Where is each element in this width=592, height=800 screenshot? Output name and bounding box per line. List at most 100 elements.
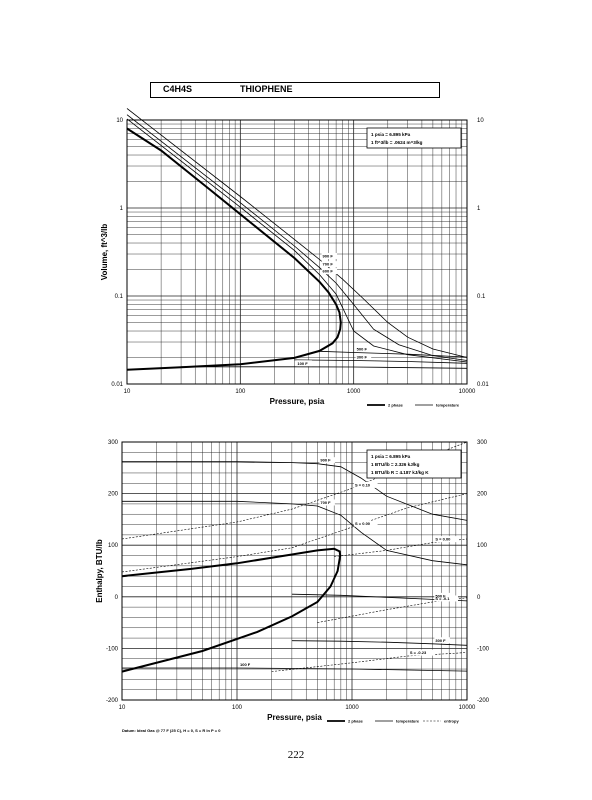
curve-label: 700 F <box>320 500 331 505</box>
compound-header-box <box>150 82 440 98</box>
isotherm-curve <box>291 640 468 646</box>
curve-label: 700 F <box>323 262 334 267</box>
y-tick-label: 100 <box>108 543 119 549</box>
y-tick-label: 300 <box>108 440 119 446</box>
units-note-line: 1 psia = 6.895 kPa <box>371 132 411 137</box>
units-note-line: 1 psia = 6.895 kPa <box>371 454 411 459</box>
x-tick-label: 1000 <box>347 389 361 395</box>
y2-tick-label: 10 <box>477 118 484 124</box>
y-tick-label: -200 <box>106 698 119 704</box>
two-phase-curve <box>121 547 342 673</box>
isotherm-curve <box>122 667 468 672</box>
x-axis-label: Pressure, psia <box>267 713 322 722</box>
units-note-line: 1 BTU/lb R = 4.187 kJ/kg K <box>371 470 429 475</box>
y2-tick-label: 0 <box>477 595 481 601</box>
plot-frame <box>121 441 468 701</box>
y2-tick-label: 200 <box>477 492 488 498</box>
curve-label: 500 F <box>435 593 446 598</box>
y-tick-label: 1 <box>120 206 124 212</box>
plot-frame <box>126 119 468 385</box>
x-tick-label: 100 <box>235 389 246 395</box>
curve-label: 300 F <box>357 354 368 359</box>
entropy-curve <box>317 597 468 623</box>
y-tick-label: 0.01 <box>111 382 123 388</box>
curve-label: 100 F <box>240 662 251 667</box>
curve-label: 100 F <box>297 361 308 366</box>
isotherm-curve <box>181 366 468 369</box>
y2-tick-label: 300 <box>477 440 488 446</box>
y-axis-label: Enthalpy, BTU/lb <box>95 539 104 603</box>
x-tick-label: 10000 <box>459 705 476 711</box>
curve-label-bg <box>354 481 378 488</box>
curve-label-bg <box>355 353 372 360</box>
curve-label-bg <box>321 252 338 259</box>
compound-formula: C4H4S <box>163 84 193 94</box>
isotherm-curve <box>319 350 468 358</box>
units-note-line: 1 BTU/lb = 2.326 kJ/kg <box>371 462 420 467</box>
isotherm-curve <box>126 118 468 363</box>
y-tick-label: -100 <box>106 646 119 652</box>
compound-name: THIOPHENE <box>240 84 293 94</box>
curve-label: 900 F <box>323 253 334 258</box>
y-tick-label: 0 <box>115 595 119 601</box>
datum-note: Datum: Ideal Gas @ 77 F (25 C), H = 0, S… <box>122 728 221 733</box>
curve-label-bg <box>319 457 335 464</box>
curve-label-bg <box>408 649 436 656</box>
entropy-curve <box>121 493 468 573</box>
y2-tick-label: 100 <box>477 543 488 549</box>
curve-label-bg <box>354 520 378 527</box>
curve-label: S = 0.00 <box>355 521 371 526</box>
x-tick-label: 10 <box>124 389 131 395</box>
curve-label: 300 F <box>435 638 446 643</box>
y2-tick-label: -200 <box>477 698 490 704</box>
units-note-line: 1 ft^3/lb = .0624 m^3/kg <box>371 140 423 145</box>
x-tick-label: 10 <box>119 705 126 711</box>
legend-label: entropy <box>444 719 459 724</box>
legend-label: 2 phase <box>348 719 364 724</box>
legend-label: temperature <box>436 403 460 408</box>
curve-label-bg <box>434 536 458 543</box>
y-axis-label: Volume, ft^3/lb <box>100 224 109 281</box>
isotherm-curve <box>126 114 468 361</box>
curve-label: S = -0.23 <box>410 650 427 655</box>
legend-label: 2 phase <box>388 403 404 408</box>
curve-label: 600 F <box>323 269 334 274</box>
units-note-box <box>366 449 462 479</box>
entropy-curve <box>271 652 468 672</box>
chart-2 <box>121 441 468 722</box>
page-number: 222 <box>287 749 305 761</box>
two-phase-curve <box>126 127 342 371</box>
chart-1 <box>126 108 468 406</box>
x-tick-label: 1000 <box>345 705 359 711</box>
y-tick-label: 0.1 <box>115 294 124 300</box>
curve-label: 900 F <box>320 458 331 463</box>
curve-label-bg <box>239 661 255 668</box>
y2-tick-label: -100 <box>477 646 490 652</box>
y2-tick-label: 0.01 <box>477 382 489 388</box>
curve-label-bg <box>296 360 312 367</box>
curve-label: S = 0.10 <box>355 482 371 487</box>
curve-label-bg <box>321 261 338 268</box>
isotherm-curve <box>122 461 468 521</box>
y2-tick-label: 1 <box>477 206 481 212</box>
legend-label: temperature <box>396 719 420 724</box>
y-tick-label: 10 <box>116 118 123 124</box>
isotherm-curve <box>294 359 468 364</box>
curve-label: S = -0.1 <box>435 596 450 601</box>
y-tick-label: 200 <box>108 492 119 498</box>
curve-label-bg <box>319 499 335 506</box>
isotherm-curve <box>122 500 468 566</box>
curve-label-bg <box>434 637 450 644</box>
curve-label-bg <box>434 595 458 602</box>
curve-label: S = 0.00 <box>435 537 451 542</box>
entropy-curve <box>121 441 468 540</box>
curve-label-bg <box>355 346 372 353</box>
x-tick-label: 10000 <box>459 389 476 395</box>
units-note-box <box>366 127 462 149</box>
curve-label-bg <box>321 268 338 275</box>
x-tick-label: 100 <box>232 705 243 711</box>
x-axis-label: Pressure, psia <box>270 397 325 406</box>
y2-tick-label: 0.1 <box>477 294 486 300</box>
isotherm-curve <box>126 108 468 358</box>
